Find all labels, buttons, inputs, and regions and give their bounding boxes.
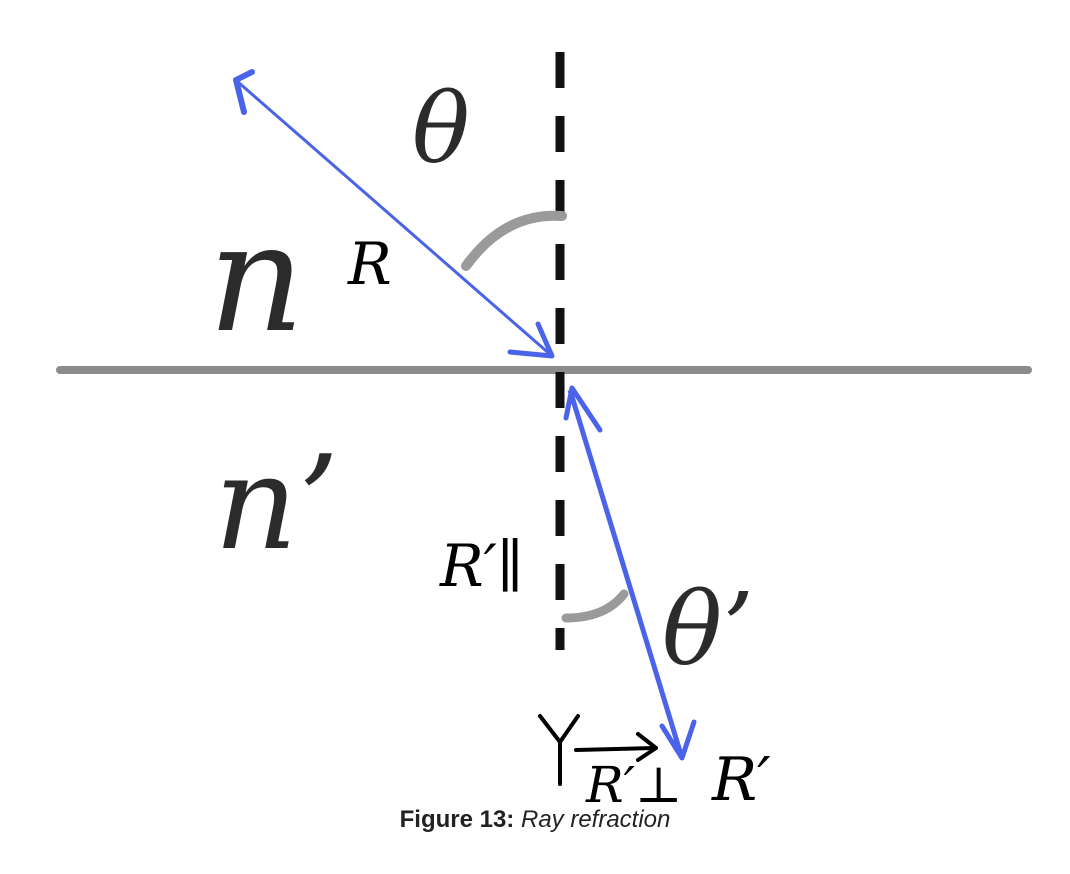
theta-prime-label: θ’ (662, 571, 754, 688)
theta-angle-arc (466, 216, 562, 266)
R-prime-parallel-label: R′∥ (439, 532, 524, 600)
R-label: R (347, 230, 392, 298)
r-perp-arrow-shaft (576, 748, 654, 750)
R-prime-label: R′ (711, 745, 771, 815)
figure-caption: Figure 13: Ray refraction (0, 806, 1070, 834)
theta-prime-angle-arc (566, 594, 624, 618)
r-parallel-tick (540, 716, 578, 784)
n-lower-label: n’ (214, 427, 339, 579)
theta-label: θ (412, 73, 470, 185)
refracted-ray-tail-arrowhead (566, 388, 600, 430)
caption-label: Figure 13: (400, 806, 515, 833)
n-upper-label: n (208, 192, 305, 366)
caption-text: Ray refraction (521, 806, 670, 833)
